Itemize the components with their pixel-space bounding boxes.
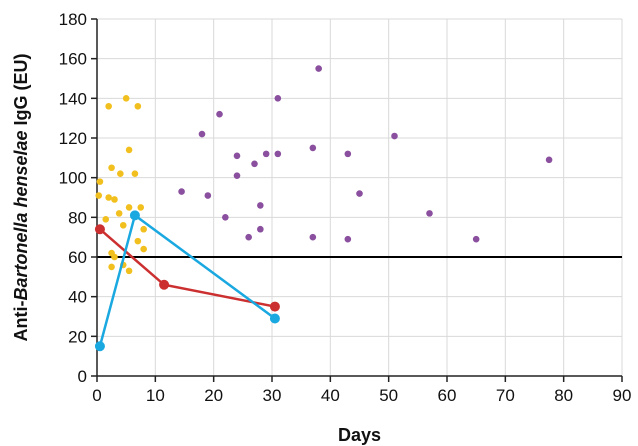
data-point [111, 253, 118, 261]
data-point [344, 150, 352, 158]
data-point [356, 190, 363, 197]
data-point [140, 225, 147, 233]
data-point [117, 170, 124, 177]
axes [91, 18, 623, 382]
data-point [125, 146, 133, 154]
x-tick-label: 90 [613, 386, 632, 405]
grid [96, 18, 623, 377]
y-tick-label: 60 [68, 248, 87, 267]
y-tick-label: 0 [78, 367, 87, 386]
data-point [251, 160, 258, 168]
x-tick-label: 20 [204, 386, 223, 405]
data-point [129, 210, 140, 221]
data-point [95, 192, 103, 199]
data-point [105, 194, 112, 201]
x-tick-label: 70 [496, 386, 515, 405]
data-point [344, 235, 352, 243]
series-3 [94, 210, 280, 352]
y-tick-label: 160 [59, 50, 87, 69]
data-point [245, 233, 252, 241]
x-tick-label: 60 [438, 386, 457, 405]
series-2 [94, 224, 280, 312]
data-point [309, 144, 317, 152]
data-point [134, 237, 142, 245]
data-point [96, 178, 104, 185]
data-point [269, 313, 280, 324]
data-point [269, 301, 280, 312]
data-point [125, 267, 133, 275]
data-point [140, 245, 147, 253]
data-point [216, 110, 223, 118]
data-point [119, 221, 127, 229]
data-point [108, 263, 115, 271]
data-point [134, 102, 142, 110]
y-tick-label: 140 [59, 89, 87, 108]
x-tick-label: 80 [554, 386, 573, 405]
data-point [472, 235, 480, 243]
data-point [222, 214, 229, 221]
data-point [426, 210, 433, 217]
y-tick-label: 100 [59, 169, 87, 188]
data-point [315, 65, 322, 72]
data-point [159, 279, 170, 290]
tick-labels: 0 10 20 30 40 50 60 70 80 90 0 20 40 60 80 100 120 140 160… [59, 10, 632, 405]
data-point [309, 233, 317, 241]
y-tick-label: 40 [68, 288, 87, 307]
series-1 [178, 65, 553, 243]
data-point [257, 225, 264, 233]
data-point [122, 95, 130, 102]
data-point [102, 216, 110, 223]
x-axis-title: Days [338, 425, 381, 445]
data-point [115, 210, 123, 217]
data-point [131, 170, 139, 177]
y-axis-title-part: Anti- [11, 301, 31, 342]
x-tick-label: 40 [321, 386, 340, 405]
data-point [105, 102, 112, 110]
y-axis-title: Anti-Bartonella henselae IgG (EU) [11, 53, 31, 341]
data-point [391, 132, 398, 140]
data-point [198, 130, 206, 138]
data-point [233, 152, 241, 160]
data-point [94, 224, 105, 235]
y-tick-label: 80 [68, 208, 87, 227]
x-tick-label: 10 [146, 386, 165, 405]
y-tick-label: 180 [59, 10, 87, 29]
data-point [274, 95, 282, 102]
y-axis-title-part: Bartonella henselae [11, 130, 31, 300]
data-point [257, 202, 264, 209]
data-point [125, 204, 133, 211]
series-group [94, 65, 553, 352]
data-point [262, 150, 270, 158]
data-point [108, 164, 115, 172]
y-axis-title-part: IgG (EU) [11, 53, 31, 130]
data-point [111, 196, 118, 203]
data-point [204, 192, 212, 199]
series-line [99, 228, 276, 308]
data-point [274, 150, 282, 158]
data-point [233, 172, 241, 179]
y-tick-label: 20 [68, 327, 87, 346]
y-tick-label: 120 [59, 129, 87, 148]
data-point [137, 204, 145, 211]
x-tick-label: 50 [379, 386, 398, 405]
x-tick-label: 0 [92, 386, 101, 405]
data-point [545, 156, 553, 164]
x-tick-label: 30 [263, 386, 282, 405]
data-point [178, 188, 185, 195]
data-point [94, 341, 105, 352]
